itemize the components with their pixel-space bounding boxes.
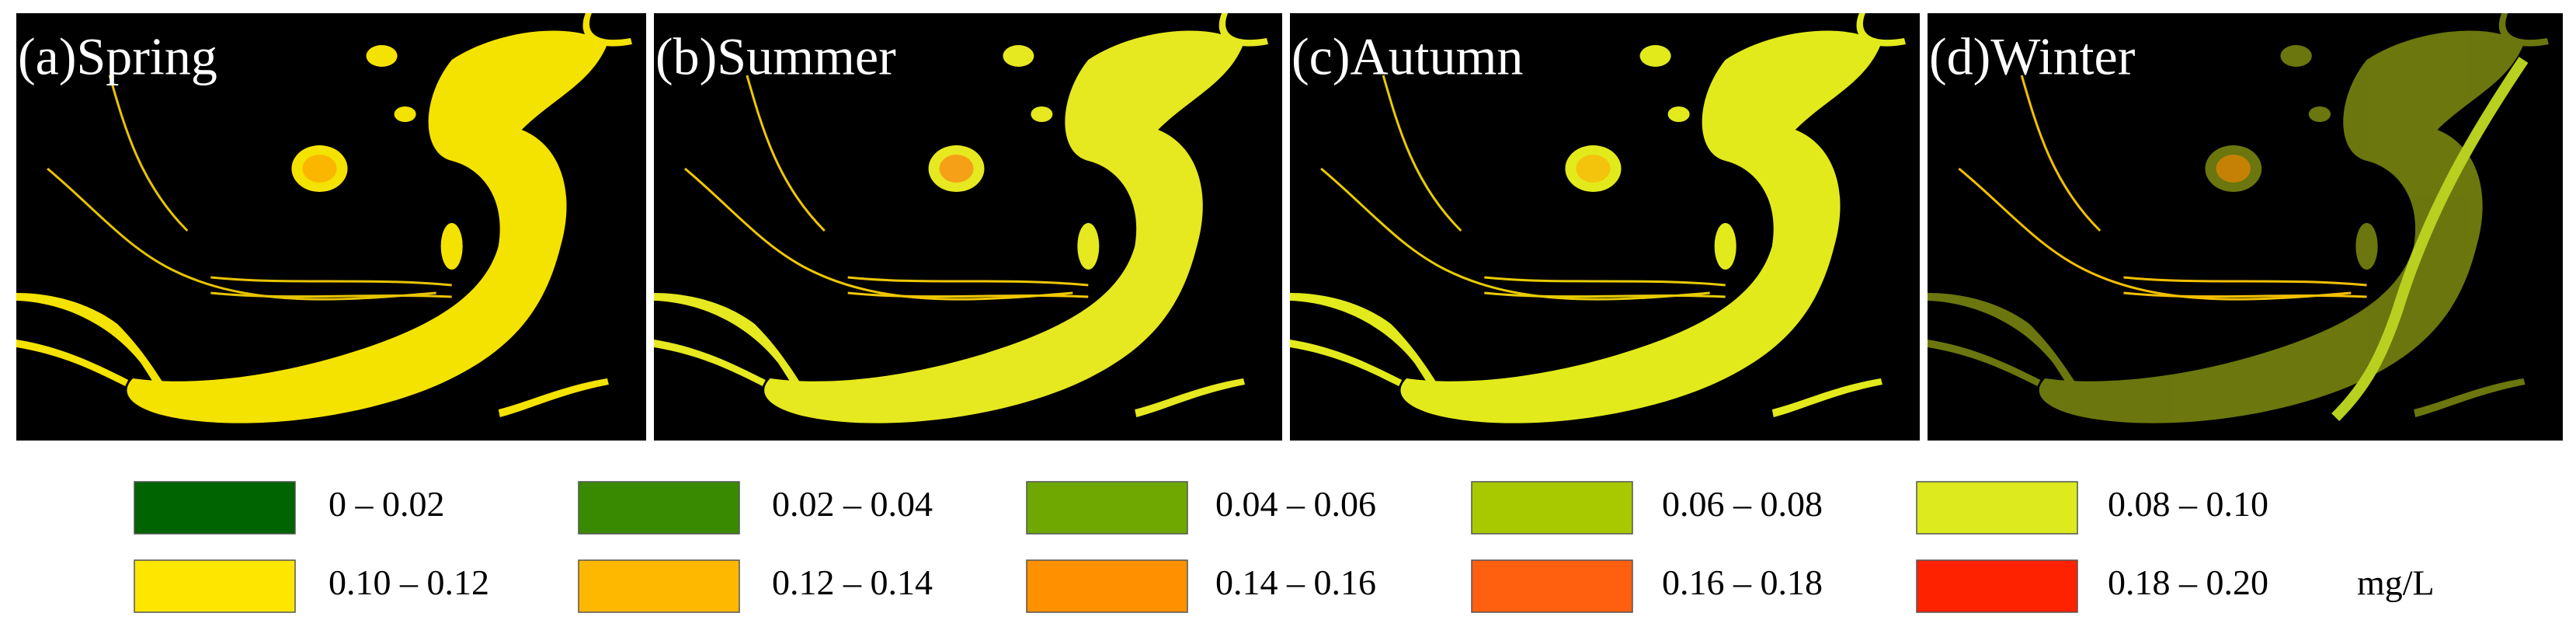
legend-label: 0.08 – 0.10 (2108, 484, 2268, 524)
legend-swatch (134, 559, 296, 613)
hotspot (302, 155, 337, 183)
panel-label: (a)Spring (18, 27, 217, 86)
legend-label: 0.06 – 0.08 (1662, 484, 1823, 524)
legend-label: 0.16 – 0.18 (1662, 563, 1823, 602)
hotspot (1576, 155, 1611, 183)
panel-label: (c)Autumn (1291, 27, 1523, 86)
legend-unit: mg/L (2357, 563, 2435, 603)
panel-label: (d)Winter (1929, 27, 2136, 86)
legend-swatch (578, 481, 740, 535)
legend-swatch (1471, 481, 1633, 535)
map-panel (654, 13, 1282, 441)
map-panel (1928, 13, 2563, 441)
legend-swatch (1026, 559, 1188, 613)
legend-swatch (1916, 481, 2078, 535)
hotspot (939, 155, 974, 183)
legend-label: 0.18 – 0.20 (2108, 563, 2268, 602)
legend-swatch (134, 481, 296, 535)
river-band (2331, 57, 2529, 421)
map-panels: (a)Spring (b)Summer (c)Autumn (d)Winter (16, 13, 2563, 441)
legend-label: 0.02 – 0.04 (772, 484, 933, 524)
panel-label: (b)Summer (655, 27, 896, 86)
legend-swatch (1471, 559, 1633, 613)
legend-swatch (1026, 481, 1188, 535)
legend: 0 – 0.02 0.02 – 0.04 0.04 – 0.06 0.06 – 0.0… (134, 481, 2435, 613)
legend-label: 0.12 – 0.14 (772, 563, 933, 602)
legend-label: 0.14 – 0.16 (1215, 563, 1376, 602)
map-panel (16, 13, 646, 441)
legend-swatch (1916, 559, 2078, 613)
hotspot (2216, 155, 2251, 183)
legend-label: 0.10 – 0.12 (329, 563, 489, 602)
map-panel (1290, 13, 1920, 441)
legend-label: 0.04 – 0.06 (1215, 484, 1376, 524)
legend-label: 0 – 0.02 (329, 484, 445, 524)
legend-swatch (578, 559, 740, 613)
